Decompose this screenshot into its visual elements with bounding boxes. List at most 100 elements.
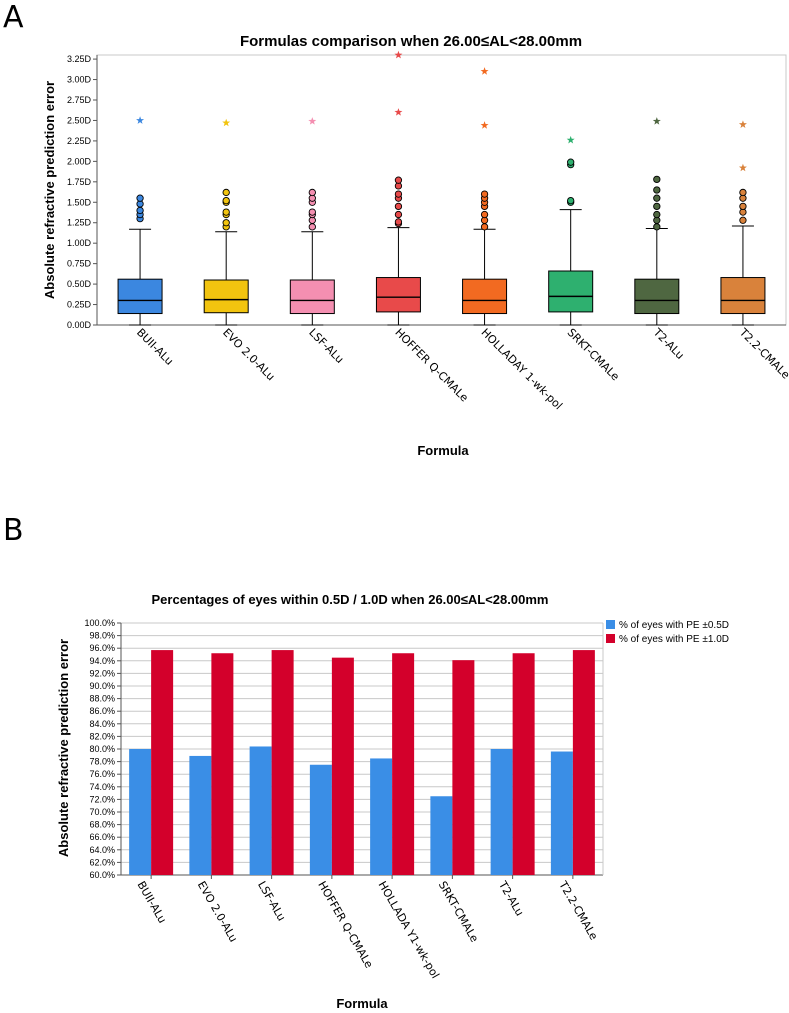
- panel-a-y-tick-label: 2.50D: [67, 115, 92, 125]
- panel-b-y-tick-label: 82.0%: [89, 731, 115, 741]
- panel-b-y-tick-label: 74.0%: [89, 782, 115, 792]
- panel-a-y-tick-label: 2.25D: [67, 136, 92, 146]
- panel-b-y-tick-label: 94.0%: [89, 656, 115, 666]
- panel-a-box: [462, 278, 508, 315]
- panel-a-extreme-point: [136, 116, 145, 124]
- panel-a-box-group: [720, 120, 766, 326]
- panel-a-outlier-point: [480, 190, 489, 198]
- panel-a-outlier-point: [308, 188, 316, 197]
- panel-b-plot: 60.0% 62.0% 64.0% 66.0% 68.0% 70.0% 72.0% 74.0%…: [84, 618, 604, 981]
- panel-b-bar-pe-10: [271, 650, 294, 875]
- panel-b-bar-pe-10: [512, 653, 535, 875]
- legend-swatch-pe-10: [606, 634, 615, 643]
- panel-a-box-group: [289, 117, 335, 326]
- panel-a-outlier-point: [739, 188, 747, 197]
- panel-a-outlier-point: [653, 194, 661, 202]
- panel-b-y-tick-label: 62.0%: [89, 857, 115, 867]
- panel-a-category-label: BUII-ALu: [134, 326, 176, 368]
- panel-b-bar-pe-10: [211, 653, 234, 875]
- panel-b-bar-pe-10: [452, 660, 475, 875]
- panel-a-extreme-point: [222, 118, 231, 127]
- panel-a-category-label: SRKT-CMALe: [565, 326, 622, 383]
- panel-b-category-label: LSF-ALu: [255, 879, 288, 923]
- panel-a-letter: A: [3, 0, 24, 35]
- panel-a-category-label: T2.2-CMALe: [736, 325, 789, 381]
- panel-a-extreme-point: [394, 50, 403, 59]
- panel-a-y-tick-label: 3.25D: [67, 54, 92, 64]
- panel-a-outlier-point: [653, 186, 661, 194]
- panel-a-box: [117, 278, 163, 315]
- panel-a-y-tick-label: 1.00D: [67, 238, 92, 248]
- panel-b-category-label: HOFFER Q-CMALe: [315, 879, 375, 971]
- panel-a-outlier-point: [567, 196, 575, 205]
- panel-a-box: [289, 279, 335, 315]
- panel-b-category-label: HOLLADA Y1-wk-pol: [376, 879, 442, 981]
- panel-a-y-tick-label: 1.75D: [67, 177, 92, 187]
- panel-b-bar-pe-05: [189, 755, 212, 875]
- panel-a-outlier-point: [394, 190, 403, 198]
- panel-a-outlier-point: [653, 202, 661, 211]
- panel-a-y-tick-label: 0.25D: [67, 300, 92, 310]
- panel-a-category-label: T2-ALu: [650, 325, 687, 362]
- panel-a-box-group: [548, 135, 594, 326]
- panel-b-y-tick-label: 70.0%: [89, 807, 115, 817]
- panel-b-y-tick-label: 66.0%: [89, 832, 115, 842]
- panel-b-bar-pe-10: [392, 653, 415, 875]
- legend-label-pe-10: % of eyes with PE ±1.0D: [619, 634, 729, 645]
- panel-b-bar-pe-05: [430, 796, 453, 875]
- panel-a-y-tick-label: 0.75D: [67, 259, 92, 269]
- legend-swatch-pe-05: [606, 620, 615, 629]
- panel-a-outlier-point: [222, 219, 230, 227]
- panel-b-y-tick-label: 84.0%: [89, 719, 115, 729]
- panel-a-outlier-point: [308, 208, 316, 216]
- panel-b-bar-pe-05: [550, 751, 573, 875]
- panel-a-extreme-point: [738, 120, 747, 128]
- panel-a-extreme-point: [480, 67, 489, 75]
- panel-a-category-label: LSF-ALu: [306, 326, 346, 366]
- panel-a-box: [375, 277, 421, 313]
- panel-a-box: [634, 278, 680, 315]
- panel-b-y-tick-label: 88.0%: [89, 694, 115, 704]
- panel-a-x-axis-label: Formula: [417, 443, 469, 458]
- panel-a-box-group: [203, 118, 249, 326]
- panel-b-category-label: T2-ALu: [496, 878, 527, 918]
- legend-label-pe-05: % of eyes with PE ±0.5D: [619, 620, 729, 631]
- panel-b-title: Percentages of eyes within 0.5D / 1.0D w…: [152, 592, 549, 607]
- panel-b-y-tick-label: 92.0%: [89, 668, 115, 678]
- panel-a-outlier-point: [222, 196, 230, 205]
- panel-b-y-tick-label: 98.0%: [89, 631, 115, 641]
- panel-a-y-axis-label: Absolute refractive prediction error: [42, 81, 57, 299]
- panel-b-y-tick-label: 90.0%: [89, 681, 115, 691]
- panel-a-box-group: [375, 50, 421, 326]
- panel-b-bar-pe-10: [331, 657, 354, 875]
- panel-a-y-tick-label: 0.50D: [67, 279, 92, 289]
- panel-a-box: [548, 270, 594, 313]
- panel-a-outlier-point: [394, 202, 403, 211]
- panel-a-outlier-point: [136, 206, 144, 215]
- panel-a-outlier-point: [136, 194, 144, 202]
- panel-a-extreme-point: [480, 121, 489, 129]
- panel-b-y-tick-label: 68.0%: [89, 820, 115, 830]
- panel-a-extreme-point: [738, 163, 747, 172]
- panel-b-bar-pe-10: [151, 650, 174, 875]
- panel-a-outlier-point: [739, 202, 747, 211]
- panel-b-y-tick-label: 80.0%: [89, 744, 115, 754]
- panel-a-box-group: [462, 67, 508, 326]
- panel-a-box-group: [634, 117, 680, 326]
- panel-b-y-axis-label: Absolute refractive prediction error: [56, 639, 71, 857]
- panel-b-letter: B: [3, 513, 24, 548]
- panel-a-box-group: [117, 116, 163, 326]
- panel-a-y-tick-label: 1.25D: [67, 218, 92, 228]
- panel-b-y-tick-label: 86.0%: [89, 706, 115, 716]
- panel-a-outlier-point: [222, 208, 230, 216]
- panel-a-title: Formulas comparison when 26.00≤AL<28.00m…: [240, 33, 582, 50]
- panel-b-category-label: SRKT-CMALe: [436, 879, 481, 945]
- panel-a-y-tick-label: 2.75D: [67, 95, 92, 105]
- panel-b-bar-pe-05: [309, 764, 332, 875]
- panel-b-bar-pe-05: [370, 758, 393, 875]
- panel-b-bar-pe-05: [490, 749, 513, 875]
- panel-a-plot: 0.00D 0.25D 0.50D 0.75D 1.00D 1.25D 1.50D 1.75D…: [67, 50, 789, 412]
- panel-a-box: [203, 279, 249, 314]
- panel-a-outlier-point: [480, 210, 489, 219]
